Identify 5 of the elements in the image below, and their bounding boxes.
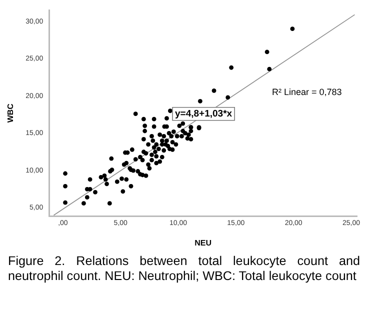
- x-axis-title: NEU: [194, 238, 212, 248]
- annotation: y=4,8+1,03*x: [175, 108, 233, 120]
- y-axis-title: WBC: [6, 103, 16, 123]
- text: Figure 2. Relations between total leukocyte count and neutrophil count. NEU: Neutrophil; WBC: Total leukocyte count: [8, 254, 360, 284]
- annotation: R² Linear = 0,783: [272, 87, 342, 98]
